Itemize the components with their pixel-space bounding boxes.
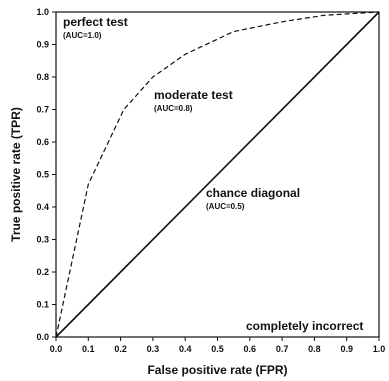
- y-tick-label: 0.1: [36, 300, 49, 310]
- roc-curve-line: [55, 11, 380, 338]
- x-tick-label: 0.5: [211, 344, 224, 354]
- y-tick-label: 0.3: [36, 235, 49, 245]
- annotation-moderate-test: moderate test: [154, 88, 233, 102]
- annotation-perfect-test: perfect test: [63, 15, 128, 29]
- y-axis-label: True positive rate (TPR): [9, 107, 23, 242]
- y-tick-label: 0.7: [36, 105, 49, 115]
- y-tick-label: 0.4: [36, 202, 49, 212]
- x-tick-label: 0.7: [276, 344, 289, 354]
- x-tick-label: 0.9: [340, 344, 353, 354]
- y-tick-label: 0.0: [36, 332, 49, 342]
- x-tick-label: 1.0: [373, 344, 386, 354]
- y-tick-label: 1.0: [36, 7, 49, 17]
- annotation-chance-diagonal: chance diagonal: [206, 186, 300, 200]
- x-tick-label: 0.4: [179, 344, 192, 354]
- x-tick-label: 0.8: [308, 344, 321, 354]
- x-tick-label: 0.2: [114, 344, 127, 354]
- x-tick-label: 0.3: [147, 344, 160, 354]
- y-tick-label: 0.5: [36, 170, 49, 180]
- x-axis-label: False positive rate (FPR): [147, 363, 287, 377]
- annotation-moderate-test-auc: (AUC=0.8): [154, 104, 193, 113]
- annotations: perfect test (AUC=1.0) moderate test (AU…: [63, 15, 363, 333]
- annotation-perfect-test-auc: (AUC=1.0): [63, 31, 102, 40]
- y-tick-label: 0.8: [36, 72, 49, 82]
- y-tick-label: 0.6: [36, 137, 49, 147]
- x-tick-label: 0.6: [244, 344, 257, 354]
- y-tick-label: 0.9: [36, 40, 49, 50]
- chance-diagonal-line: [55, 11, 380, 338]
- x-tick-label: 0.0: [50, 344, 63, 354]
- y-tick-label: 0.2: [36, 267, 49, 277]
- annotation-chance-diagonal-auc: (AUC=0.5): [206, 202, 245, 211]
- series-layer: [55, 11, 380, 338]
- axis-ticks: 0.0 0.1 0.2 0.3 0.4 0.5 0.6 0.7 0.8 0.9 1.0 0.0 0.1 0…: [36, 7, 385, 354]
- x-tick-label: 0.1: [82, 344, 95, 354]
- annotation-completely-incorrect: completely incorrect: [246, 319, 363, 333]
